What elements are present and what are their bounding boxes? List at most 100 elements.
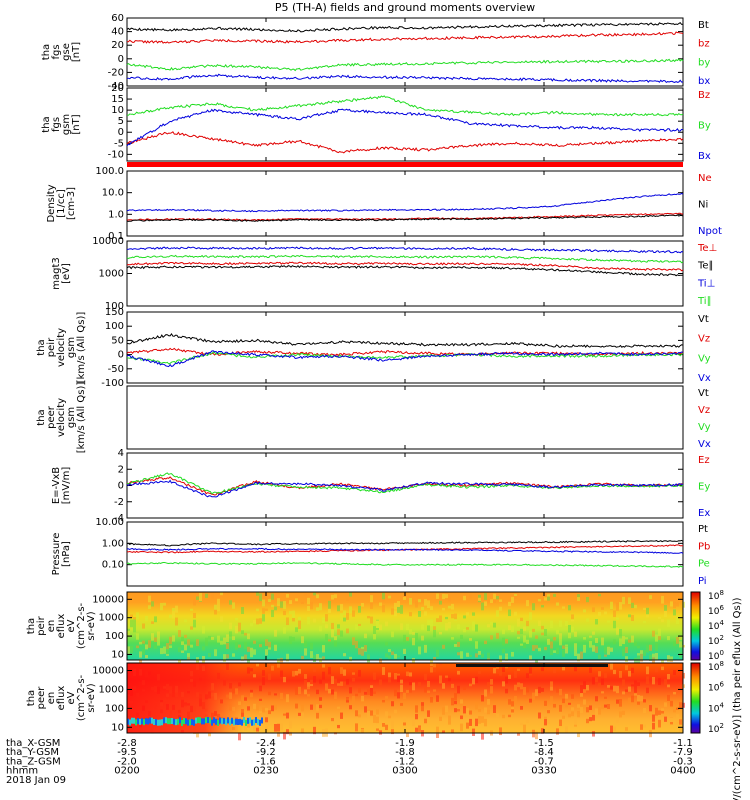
spectrogram-cell [421, 607, 424, 611]
spectrogram-cell [349, 656, 352, 662]
spectrogram-cell [634, 657, 637, 665]
spectrogram-cell [562, 645, 565, 649]
spectrogram-cell [289, 731, 292, 736]
legend-bx: Bx [698, 151, 711, 162]
spectrogram-cell [514, 595, 517, 600]
y-axis-label: (cm^2-s- [76, 602, 87, 649]
spectrogram-cell [631, 635, 634, 643]
spectrogram-cell [190, 644, 193, 648]
spectrogram-cell [175, 617, 178, 626]
spectrogram-cell [322, 656, 325, 660]
spectrogram-cell [358, 605, 361, 613]
spectrogram-cell [532, 628, 535, 632]
spectrogram-cell [382, 599, 385, 602]
spectrogram-cell [484, 640, 487, 645]
series-by-line [126, 95, 684, 117]
spectrogram-cell [286, 653, 289, 662]
spectrogram-cell [673, 640, 676, 646]
spectrogram-cell [631, 667, 634, 674]
spectrogram-cell [529, 612, 532, 620]
spectrogram-cell [250, 623, 253, 627]
y-axis-label: magt3 [51, 257, 62, 290]
spectrogram-cell [598, 707, 601, 715]
spectrogram-cell [604, 704, 607, 708]
series-pi-line [126, 547, 684, 554]
spectrogram-cell [520, 705, 523, 710]
spectrogram-cell [526, 673, 529, 679]
spectrogram-cell [157, 631, 160, 639]
spectrogram-cell [643, 607, 646, 610]
spectrogram-cell [189, 719, 191, 726]
spectrogram-cell [262, 599, 265, 607]
spectrogram-cell [334, 636, 337, 641]
spectrogram-cell [595, 619, 598, 625]
spectrogram-cell [211, 593, 214, 599]
spectrogram-cell [163, 602, 166, 606]
spectrogram-cell [183, 718, 185, 725]
spectrogram-cell [634, 680, 637, 688]
spectrogram-cell [157, 719, 159, 726]
spectrogram-cell [634, 693, 637, 696]
spectrogram-cell [526, 718, 529, 724]
spectrogram-cell [511, 701, 514, 707]
spectrogram-cell [613, 685, 616, 692]
y-axis-label: [km/s (All Qs)] [76, 382, 87, 454]
spectrogram-cell [571, 707, 574, 711]
spectrogram-cell [619, 638, 622, 647]
spectrogram-cell [466, 627, 469, 630]
y-axis-label: tha [26, 690, 37, 706]
spectrogram-cell [259, 593, 262, 602]
spectrogram-cell [481, 716, 484, 723]
spectrogram-cell [544, 719, 547, 726]
spectrogram-cell [664, 679, 667, 686]
spectrogram-cell [622, 648, 625, 657]
spectrogram-cell [511, 651, 514, 657]
spectrogram-cell [430, 619, 433, 627]
spectrogram-cell [439, 716, 442, 722]
spectrogram-cell [667, 674, 670, 680]
spectrogram-cell [427, 690, 430, 694]
y-tick-label: 10000 [92, 236, 124, 247]
spectrogram-cell [133, 717, 135, 724]
spectrogram-cell [430, 606, 433, 611]
y-tick-label: 4 [118, 448, 124, 459]
legend-vx: Vx [698, 439, 711, 450]
spectrogram-cell [487, 624, 490, 628]
spectrogram-cell [346, 628, 349, 634]
spectrogram-cell [427, 681, 430, 688]
colorbar-tick-label: 102 [708, 722, 724, 735]
spectrogram-cell [595, 677, 598, 683]
spectrogram-cell [211, 636, 214, 640]
y-tick-label: 5 [118, 116, 124, 127]
spectrogram-cell [553, 593, 556, 597]
spectrogram-cell [637, 701, 640, 705]
spectrogram-cell [295, 627, 298, 633]
spectrogram-cell [397, 673, 400, 677]
spectrogram-cell [394, 653, 397, 659]
spectrogram-cell [148, 595, 151, 603]
colorbar-tick-label: 100 [708, 649, 724, 662]
spectrogram-cell [607, 685, 610, 688]
spectrogram-cell [250, 647, 253, 652]
spectrogram-cell [559, 620, 562, 628]
spectrogram-cell [185, 718, 187, 725]
spectrogram-cell [208, 635, 211, 640]
spectrogram-cell [460, 715, 463, 720]
spectrogram-cell [178, 659, 181, 664]
y-tick-label: 150 [105, 307, 124, 318]
footer-row-label: tha_Z-GSM [6, 756, 61, 767]
panel-frame [126, 87, 684, 162]
spectrogram-cell [631, 684, 634, 687]
spectrogram-cell [199, 592, 202, 601]
spectrogram-cell [346, 612, 349, 620]
y-axis-label: en [46, 620, 57, 633]
spectrogram-cell [229, 622, 232, 630]
spectrogram-cell [649, 654, 652, 661]
y-tick-label: -10 [108, 149, 124, 160]
spectrogram-cell [520, 643, 523, 646]
spectrogram-cell [454, 692, 457, 701]
spectrogram-cell [451, 614, 454, 619]
y-axis-label: E=-VxB [51, 467, 62, 504]
spectrogram-cell [370, 595, 373, 603]
